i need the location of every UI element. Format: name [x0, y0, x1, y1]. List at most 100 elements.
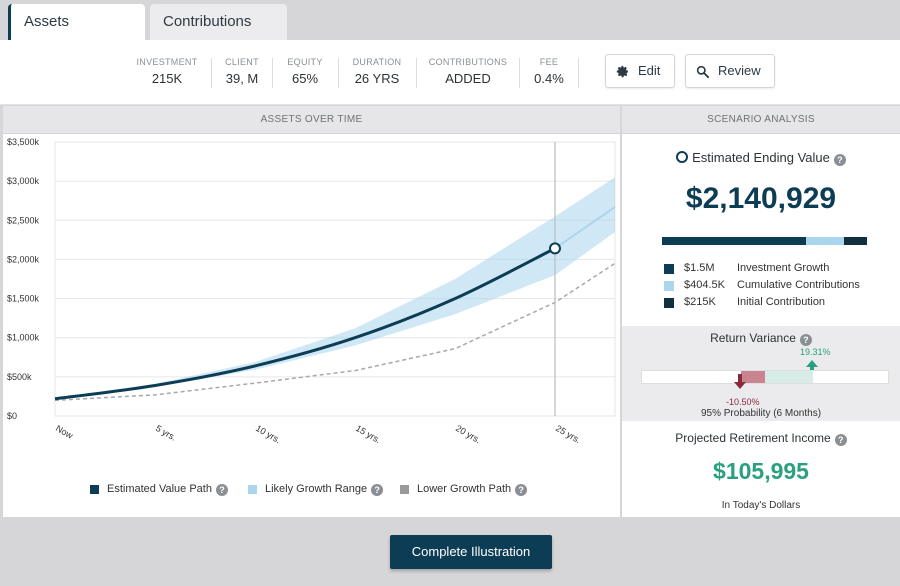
question-icon[interactable]: ?	[515, 484, 528, 496]
est-title-text: Estimated Ending Value	[692, 150, 830, 165]
review-button[interactable]: Review	[685, 54, 775, 88]
stat-value: 39, M	[225, 71, 259, 86]
stat-value: 215K	[151, 71, 183, 86]
variance-up-value: 19.31%	[800, 347, 831, 357]
estimated-value-extension-line	[554, 206, 616, 250]
summary-bar: INVESTMENT 215K CLIENT 39, M EQUITY 65% …	[0, 40, 900, 105]
x-tick-label: 10 yrs.	[254, 423, 282, 445]
y-tick-label: $2,500k	[7, 215, 40, 225]
stat-key: INVESTMENT	[136, 57, 198, 67]
question-icon[interactable]: ?	[371, 484, 384, 496]
stat-value: 0.4%	[534, 71, 564, 86]
scenario-panel: SCENARIO ANALYSIS Estimated Ending Value…	[622, 106, 900, 517]
variance-down-value: -10.50%	[726, 397, 760, 407]
assets-chart: $0 $500k $1,000k $1,500k $2,000k $2,500k $3,00…	[7, 137, 616, 445]
panel-title: SCENARIO ANALYSIS	[622, 106, 900, 134]
projected-income-subtitle: In Today's Dollars	[721, 500, 801, 511]
y-tick-label: $1,000k	[7, 333, 40, 343]
stat-fee: FEE 0.4%	[523, 57, 575, 91]
stat-client: CLIENT 39, M	[215, 57, 269, 91]
question-icon[interactable]: ?	[834, 434, 847, 446]
edit-label: Edit	[638, 63, 661, 78]
breakdown-swatch	[664, 298, 674, 308]
divider	[272, 58, 273, 88]
y-tick-label: $2,000k	[7, 254, 40, 264]
legend-label: Lower Growth Path	[417, 483, 512, 495]
divider	[338, 58, 339, 88]
variance-title-text: Return Variance	[710, 331, 796, 345]
stat-key: CONTRIBUTIONS	[428, 57, 508, 67]
stat-investment: INVESTMENT 215K	[130, 57, 204, 91]
tab-bar: Assets Contributions	[0, 0, 900, 40]
arrow-up-icon	[806, 360, 818, 375]
question-icon[interactable]: ?	[215, 484, 228, 496]
breakdown-amount: $215K	[684, 296, 716, 308]
x-tick-label: 25 yrs.	[554, 423, 582, 445]
stat-value: ADDED	[445, 71, 491, 86]
variance-negative-range	[741, 371, 765, 383]
gear-icon	[616, 65, 628, 78]
breakdown-label: Investment Growth	[737, 262, 830, 274]
estimated-ending-value: $2,140,929	[685, 182, 837, 215]
x-tick-label: 5 yrs.	[154, 423, 178, 443]
value-breakdown-bar	[662, 237, 867, 245]
y-tick-label: $500k	[7, 372, 32, 382]
footer-bar: Complete Illustration	[0, 517, 900, 586]
breakdown-label: Cumulative Contributions	[737, 279, 860, 291]
stat-equity: EQUITY 65%	[275, 57, 335, 91]
estimated-value-path-line	[54, 247, 556, 401]
breakdown-bar-segment	[805, 237, 845, 245]
tab-contributions[interactable]: Contributions	[150, 4, 287, 40]
assets-panel: ASSETS OVER TIME $0 $500k $1,000k $1,500k $2…	[3, 106, 620, 517]
y-tick-label: $0	[7, 411, 17, 421]
review-label: Review	[718, 63, 761, 78]
variance-bar	[641, 370, 889, 384]
ending-value-marker	[549, 242, 561, 255]
likely-growth-range-band	[55, 177, 615, 400]
breakdown-bar-segment	[844, 237, 867, 245]
breakdown-bar-segment	[662, 237, 806, 245]
divider	[211, 58, 212, 88]
estimated-ending-value-title: Estimated Ending Value?	[622, 150, 900, 166]
breakdown-label: Initial Contribution	[737, 296, 826, 308]
stat-key: EQUITY	[287, 57, 323, 67]
stat-contributions: CONTRIBUTIONS ADDED	[420, 57, 516, 91]
question-icon[interactable]: ?	[833, 154, 846, 166]
divider	[416, 58, 417, 88]
legend-swatch	[248, 485, 257, 494]
return-variance-section: Return Variance? 19.31% -10.50% 95% Prob…	[622, 326, 900, 421]
breakdown-amount: $1.5M	[684, 262, 715, 274]
x-tick-label: Now	[54, 423, 75, 441]
stat-key: CLIENT	[225, 57, 259, 67]
breakdown-swatch	[664, 264, 674, 274]
legend-swatch	[400, 485, 409, 494]
variance-positive-range	[765, 371, 813, 383]
edit-button[interactable]: Edit	[605, 54, 675, 88]
question-icon[interactable]: ?	[799, 334, 812, 346]
stat-key: FEE	[539, 57, 559, 67]
return-variance-title: Return Variance?	[622, 331, 900, 346]
legend-swatch	[90, 485, 99, 494]
arrow-down-icon	[734, 374, 746, 389]
ring-marker-icon	[676, 151, 689, 163]
tab-assets[interactable]: Assets	[8, 4, 145, 40]
legend-label: Estimated Value Path	[107, 483, 212, 495]
divider	[519, 58, 520, 88]
stat-key: DURATION	[352, 57, 402, 67]
projected-title-text: Projected Retirement Income	[675, 431, 831, 445]
stat-value: 26 YRS	[354, 71, 400, 86]
x-tick-label: 20 yrs.	[454, 423, 482, 445]
y-tick-label: $1,500k	[7, 294, 40, 304]
projected-income-title: Projected Retirement Income?	[622, 431, 900, 446]
stat-duration: DURATION 26 YRS	[342, 57, 412, 91]
legend-label: Likely Growth Range	[265, 483, 368, 495]
complete-illustration-button[interactable]: Complete Illustration	[390, 535, 552, 569]
breakdown-swatch	[664, 281, 674, 291]
panel-title: ASSETS OVER TIME	[3, 106, 620, 134]
y-tick-label: $3,000k	[7, 176, 40, 186]
breakdown-amount: $404.5K	[684, 279, 725, 291]
divider	[578, 58, 579, 88]
stat-value: 65%	[291, 71, 319, 86]
x-tick-label: 15 yrs.	[354, 423, 382, 445]
search-icon	[696, 65, 709, 78]
